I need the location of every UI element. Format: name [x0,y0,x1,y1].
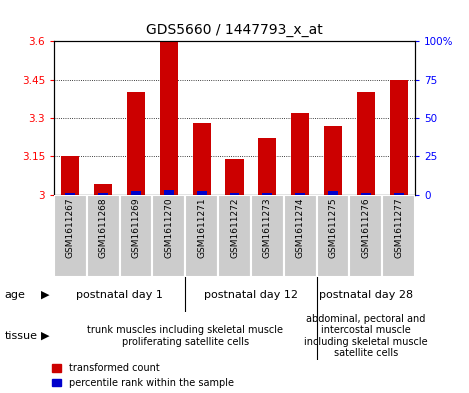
Bar [193,123,211,195]
Bar [393,193,403,195]
Text: postnatal day 1: postnatal day 1 [76,290,163,300]
FancyBboxPatch shape [152,195,185,277]
Text: postnatal day 12: postnatal day 12 [204,290,298,300]
Text: GSM1611267: GSM1611267 [66,198,75,259]
Bar [295,193,305,195]
Bar [258,138,276,195]
Text: GSM1611270: GSM1611270 [164,198,174,259]
Bar [65,193,75,195]
Text: GSM1611269: GSM1611269 [131,198,141,259]
Bar [61,156,79,195]
Bar [390,79,408,195]
Text: GSM1611277: GSM1611277 [394,198,403,259]
FancyBboxPatch shape [218,195,251,277]
Bar [357,92,375,195]
Text: GSM1611274: GSM1611274 [295,198,305,258]
Text: GSM1611275: GSM1611275 [328,198,338,259]
FancyBboxPatch shape [284,195,317,277]
Text: GDS5660 / 1447793_x_at: GDS5660 / 1447793_x_at [146,23,323,37]
Bar [127,92,145,195]
Bar [160,41,178,195]
Text: ▶: ▶ [41,331,49,341]
Text: age: age [5,290,26,300]
Text: postnatal day 28: postnatal day 28 [319,290,413,300]
Bar [229,193,239,195]
Text: ▶: ▶ [41,290,49,300]
Legend: transformed count, percentile rank within the sample: transformed count, percentile rank withi… [52,363,234,388]
FancyBboxPatch shape [54,195,87,277]
Bar [324,126,342,195]
Text: GSM1611268: GSM1611268 [98,198,108,259]
FancyBboxPatch shape [317,195,349,277]
Bar [197,191,206,195]
Bar [226,159,243,195]
FancyBboxPatch shape [185,195,218,277]
FancyBboxPatch shape [382,195,415,277]
FancyBboxPatch shape [87,195,120,277]
Bar [328,191,338,195]
FancyBboxPatch shape [251,195,284,277]
FancyBboxPatch shape [349,195,382,277]
Text: GSM1611272: GSM1611272 [230,198,239,258]
Text: GSM1611273: GSM1611273 [263,198,272,259]
Text: GSM1611276: GSM1611276 [361,198,371,259]
Bar [262,193,272,195]
FancyBboxPatch shape [120,195,152,277]
Text: GSM1611271: GSM1611271 [197,198,206,259]
Text: trunk muscles including skeletal muscle
proliferating satellite cells: trunk muscles including skeletal muscle … [87,325,283,347]
Bar [291,113,309,195]
Text: abdominal, pectoral and
intercostal muscle
including skeletal muscle
satellite c: abdominal, pectoral and intercostal musc… [304,314,428,358]
Bar [361,193,371,195]
Bar [131,191,141,195]
Bar [98,193,108,195]
Bar [94,184,112,195]
Bar [164,190,174,195]
Text: tissue: tissue [5,331,38,341]
